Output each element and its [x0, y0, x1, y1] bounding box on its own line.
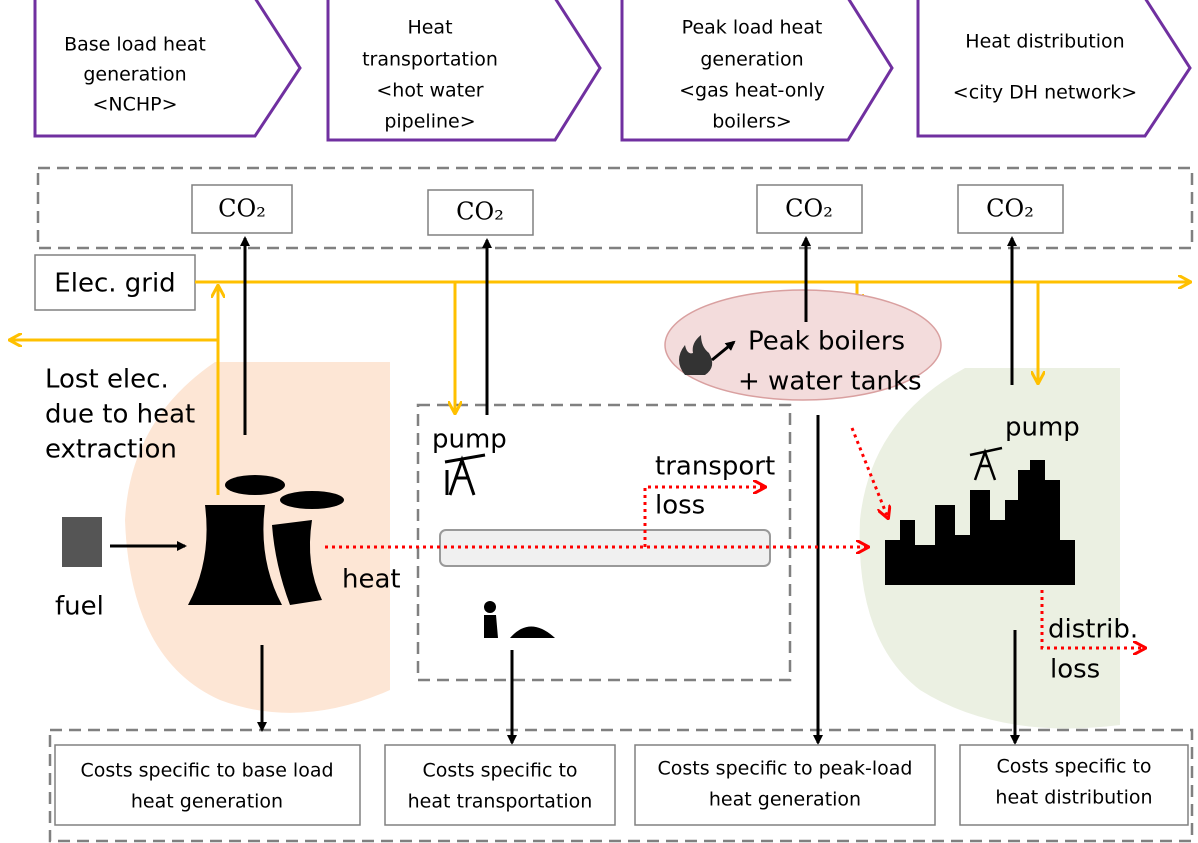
city-icon — [885, 460, 1075, 585]
cost-line: Costs specific to — [996, 756, 1151, 778]
co2-label: CO₂ — [986, 195, 1034, 223]
grid-label: Elec. grid — [54, 269, 175, 299]
flow-arrows — [110, 236, 1020, 745]
stage-line: Peak load heat — [682, 17, 823, 39]
stage-line: pipeline> — [384, 111, 475, 133]
stage-line: <hot water — [376, 80, 483, 102]
heat-label: heat — [342, 565, 401, 595]
stage-line: <gas heat-only — [679, 80, 825, 102]
peak-ellipse — [664, 289, 942, 401]
pump-label: pump — [432, 425, 507, 455]
lost-elec-line: due to heat — [45, 400, 195, 430]
distrib-loss-line: loss — [1050, 655, 1100, 685]
cost-line: heat distribution — [995, 787, 1152, 809]
co2-label: CO₂ — [218, 195, 266, 223]
stage-line: Heat distribution — [965, 31, 1124, 53]
cost-line: heat generation — [709, 789, 861, 811]
stage-line: <city DH network> — [953, 82, 1137, 104]
stage-line: Base load heat — [64, 34, 206, 56]
cost-boxes — [54, 744, 1189, 826]
fuel-label: fuel — [55, 592, 104, 622]
cost-line: Costs specific to base load — [80, 760, 333, 782]
stage-line: generation — [83, 64, 186, 86]
transport-loss-line: transport — [655, 452, 775, 482]
peak-line: Peak boilers — [748, 327, 905, 357]
stage-boxes — [33, 0, 1192, 142]
plant-icon — [188, 475, 344, 605]
worker-icon — [484, 601, 555, 638]
dashed-regions — [36, 166, 1194, 843]
stage-line: generation — [700, 49, 803, 71]
lost-elec-line: extraction — [45, 435, 177, 465]
fire-arrow — [711, 340, 736, 362]
heat-flows — [325, 427, 1145, 648]
co2-label: CO₂ — [456, 198, 504, 226]
pump-icon — [444, 453, 486, 496]
distrib-loss-line: distrib. — [1048, 615, 1138, 645]
pump-icon — [969, 446, 1003, 481]
grid-box — [34, 254, 196, 311]
stage-line: <NCHP> — [92, 94, 177, 116]
peak-line: + water tanks — [738, 367, 922, 397]
coal-icon — [62, 517, 102, 567]
stage-line: Heat — [407, 17, 452, 39]
transport-loss-line: loss — [655, 491, 705, 521]
lost-elec-line: Lost elec. — [45, 365, 169, 395]
pump-label: pump — [1005, 413, 1080, 443]
stage-line: boilers> — [712, 111, 792, 133]
cost-line: Costs specific to — [422, 760, 577, 782]
fire-icon — [679, 335, 713, 375]
cost-line: heat transportation — [408, 791, 593, 813]
stage-labels: Base load heat generation <NCHP> Heat tr… — [64, 17, 1137, 133]
co2-boxes — [191, 184, 1064, 236]
co2-label: CO₂ — [785, 195, 833, 223]
cost-line: Costs specific to peak-load — [658, 758, 913, 780]
cost-line: heat generation — [131, 791, 283, 813]
stage-line: transportation — [362, 49, 498, 71]
electricity-flows — [10, 282, 1190, 495]
